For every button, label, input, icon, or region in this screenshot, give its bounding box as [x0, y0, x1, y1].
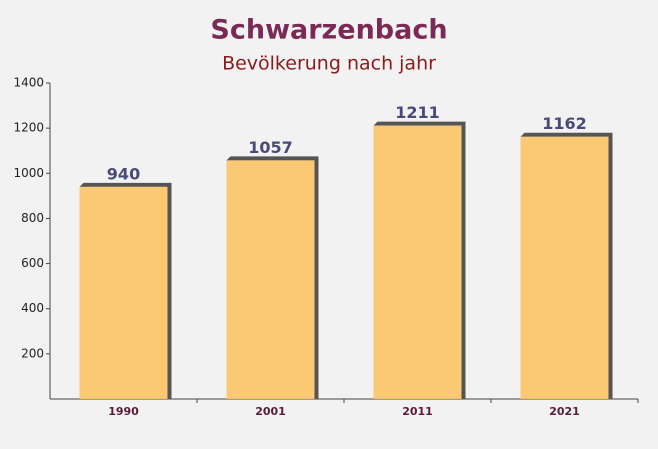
value-label: 1057 — [248, 138, 293, 157]
y-tick-label: 400 — [21, 301, 44, 315]
x-tick-label: 2001 — [255, 405, 286, 418]
chart-subtitle: Bevölkerung nach jahr — [222, 53, 436, 75]
y-tick-label: 600 — [21, 256, 44, 270]
y-tick-label: 1200 — [13, 121, 44, 135]
bar — [520, 136, 609, 399]
x-tick-label: 2021 — [549, 405, 580, 418]
bar — [373, 125, 462, 399]
bar — [79, 186, 168, 399]
bar — [226, 160, 315, 399]
chart-title: Schwarzenbach — [210, 15, 447, 46]
x-tick-label: 2011 — [402, 405, 433, 418]
y-tick-label: 800 — [21, 211, 44, 225]
value-label: 1162 — [542, 114, 587, 133]
x-tick-label: 1990 — [108, 405, 139, 418]
y-tick-label: 200 — [21, 346, 44, 360]
y-tick-label: 1400 — [13, 76, 44, 90]
y-tick-label: 1000 — [13, 166, 44, 180]
value-label: 940 — [107, 164, 140, 183]
value-label: 1211 — [395, 103, 440, 122]
